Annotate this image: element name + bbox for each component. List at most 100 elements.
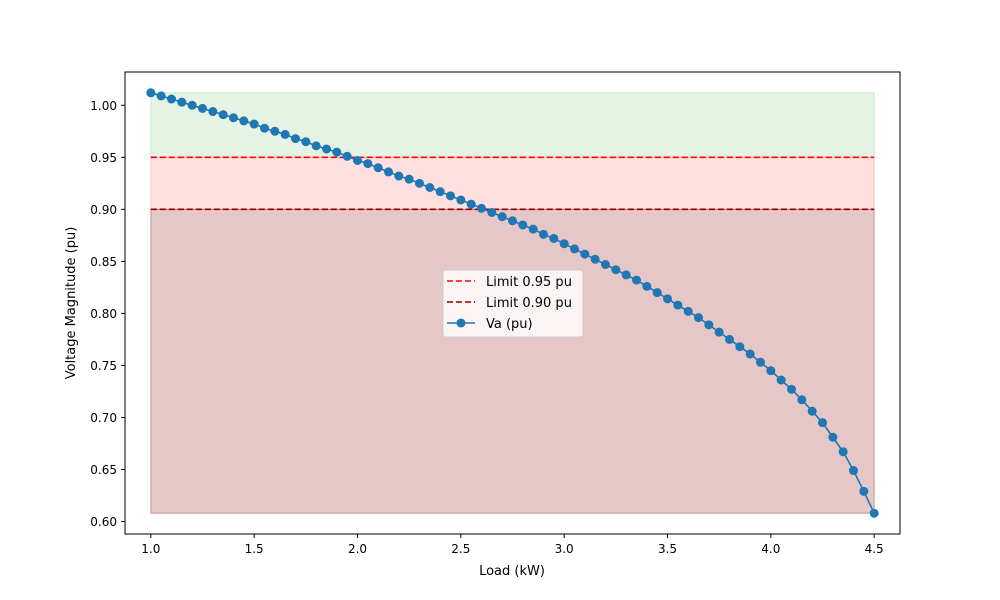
data-point <box>549 233 559 243</box>
data-point <box>849 466 858 476</box>
data-point <box>601 260 610 269</box>
series-layer <box>146 88 879 518</box>
data-point <box>435 187 445 197</box>
data-point <box>725 334 734 344</box>
data-point <box>404 174 414 184</box>
data-point <box>208 107 218 117</box>
x-tick-label: 2.0 <box>348 542 367 556</box>
x-axis: 1.0 1.5 2.0 2.5 3.0 3.5 4.0 4.5 <box>141 534 884 556</box>
x-tick-label: 3.5 <box>658 542 677 556</box>
data-point <box>218 110 228 120</box>
y-tick-label: 0.85 <box>90 255 117 269</box>
data-point <box>735 342 745 352</box>
data-point <box>590 254 600 264</box>
data-point <box>776 375 786 385</box>
data-point <box>756 357 765 367</box>
data-point <box>539 229 548 239</box>
data-point <box>342 151 352 161</box>
data-point <box>818 418 827 428</box>
data-point <box>187 100 197 110</box>
y-tick-label: 0.75 <box>90 359 117 373</box>
data-point <box>663 294 672 304</box>
shaded-band-0 <box>150 92 875 158</box>
data-point <box>456 195 466 205</box>
x-tick-label: 1.0 <box>141 542 160 556</box>
data-point <box>570 244 579 254</box>
y-tick-label: 0.60 <box>90 515 117 529</box>
data-point <box>714 327 724 337</box>
data-point <box>332 147 342 157</box>
shaded-band-1 <box>150 156 875 210</box>
legend-label-limit-090: Limit 0.90 pu <box>486 296 572 311</box>
data-point <box>621 270 631 280</box>
y-tick-label: 0.70 <box>90 411 117 425</box>
data-point <box>673 300 683 310</box>
data-point <box>642 281 652 291</box>
x-tick-label: 1.5 <box>245 542 264 556</box>
data-point <box>466 199 476 209</box>
data-point <box>787 384 796 394</box>
data-point <box>766 366 776 376</box>
data-point <box>280 129 290 139</box>
shaded-bands <box>150 92 875 514</box>
data-point <box>528 224 538 234</box>
data-point <box>559 239 569 249</box>
y-tick-label: 0.90 <box>90 203 117 217</box>
data-point <box>373 163 383 173</box>
data-point <box>508 216 517 226</box>
data-point <box>156 91 166 101</box>
y-axis-label: Voltage Magnitude (pu) <box>64 227 79 380</box>
data-point <box>177 97 187 107</box>
data-point <box>497 212 507 222</box>
data-point <box>828 432 838 442</box>
y-tick-label: 0.65 <box>90 463 117 477</box>
legend-label-limit-095: Limit 0.95 pu <box>486 275 572 290</box>
data-point <box>229 113 238 123</box>
plot-area-frame <box>124 71 901 535</box>
data-point <box>652 288 662 298</box>
x-tick-label: 3.0 <box>555 542 574 556</box>
data-point <box>859 486 869 496</box>
data-point <box>291 134 300 144</box>
legend: Limit 0.95 pu Limit 0.90 pu Va (pu) <box>442 269 584 338</box>
data-point <box>415 178 424 188</box>
data-point <box>518 220 528 230</box>
data-point <box>167 94 176 104</box>
data-point <box>704 320 714 330</box>
data-point <box>745 349 755 359</box>
data-point <box>353 155 362 165</box>
data-point <box>198 103 207 113</box>
legend-marker-va <box>456 318 466 328</box>
data-point <box>446 191 455 201</box>
data-point <box>394 171 404 181</box>
legend-label-va: Va (pu) <box>486 317 533 332</box>
data-point <box>694 313 703 323</box>
data-point <box>363 159 373 169</box>
data-point <box>580 249 590 259</box>
data-point <box>807 406 817 416</box>
legend-box <box>442 269 584 338</box>
x-tick-label: 4.5 <box>865 542 884 556</box>
data-point <box>487 207 497 217</box>
data-point <box>249 119 259 129</box>
y-tick-label: 0.95 <box>90 151 117 165</box>
data-point <box>838 447 848 457</box>
x-axis-label: Load (kW) <box>479 564 545 579</box>
data-point <box>260 123 269 133</box>
data-point <box>239 116 249 126</box>
data-point <box>797 395 807 405</box>
y-tick-label: 0.80 <box>90 307 117 321</box>
x-tick-label: 2.5 <box>451 542 470 556</box>
data-point <box>683 306 693 316</box>
reference-lines <box>150 156 875 211</box>
data-point <box>869 508 879 518</box>
data-point <box>425 183 435 192</box>
shaded-band-2 <box>150 208 875 514</box>
y-axis: 0.60 0.65 0.70 0.75 0.80 0.85 0.90 0.95 1.00 <box>90 99 125 529</box>
x-tick-label: 4.0 <box>761 542 780 556</box>
y-tick-label: 1.00 <box>90 99 117 113</box>
data-point <box>384 167 393 177</box>
data-point <box>146 88 156 98</box>
data-point <box>632 275 641 285</box>
